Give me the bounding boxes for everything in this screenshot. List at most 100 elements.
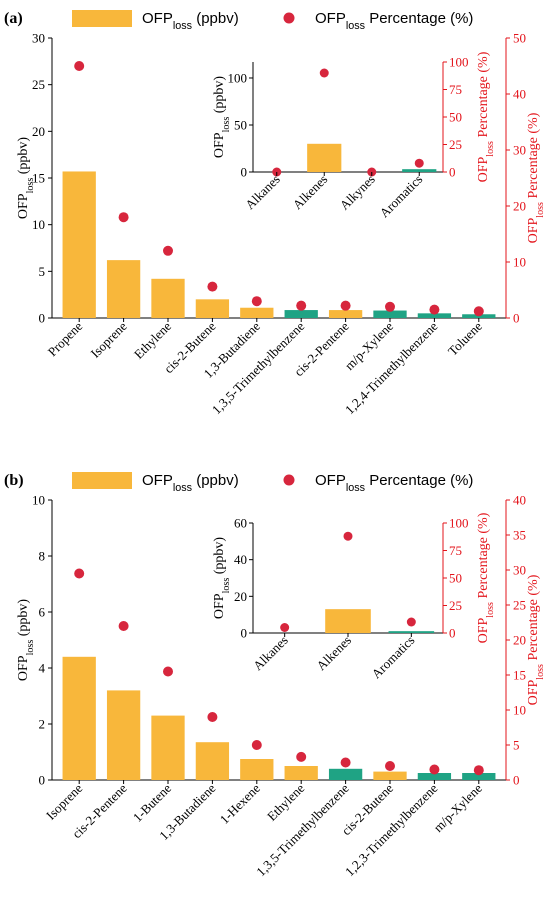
- bar: [284, 310, 318, 318]
- inset-chart: 0 20 40 60 0 25 50 75 100 OFPloss (ppbv) OFPloss P…: [212, 512, 496, 681]
- y2-tick-label: 15: [513, 668, 526, 683]
- y2-tick-label: 5: [513, 738, 520, 753]
- bar: [328, 768, 363, 780]
- y-tick-label: 6: [39, 605, 46, 620]
- legend-dot-swatch: [283, 474, 295, 486]
- bar: [62, 656, 96, 780]
- inset-y-tick-label: 60: [234, 516, 247, 531]
- y-tick-label: 15: [32, 171, 45, 186]
- legend: OFPloss (ppbv) OFPloss Percentage (%): [72, 472, 473, 494]
- inset-y-tick-label: 50: [234, 117, 247, 132]
- percent-point: [207, 281, 218, 292]
- percent-point: [429, 764, 440, 775]
- x-tick-label: Isoprene: [87, 318, 129, 360]
- x-tick-label: Toluene: [445, 318, 485, 358]
- y2-tick-label: 50: [513, 31, 526, 46]
- y-tick-label: 4: [39, 661, 46, 676]
- inset-percent-point: [343, 531, 353, 541]
- y2-tick-label: 40: [513, 493, 526, 508]
- legend-dot-swatch: [283, 12, 295, 24]
- inset-y2-tick-label: 0: [449, 165, 456, 180]
- inset-y-tick-label: 0: [241, 626, 248, 641]
- inset-y2-tick-label: 0: [449, 626, 456, 641]
- inset-bar: [388, 631, 435, 633]
- y2-axis-title: OFPloss Percentage (%): [526, 574, 546, 705]
- bar: [106, 260, 141, 318]
- bar: [373, 771, 407, 780]
- percent-point: [74, 568, 85, 579]
- legend-bar-swatch: [72, 472, 132, 489]
- inset-x-tick-label: Aromatics: [369, 633, 418, 682]
- y-tick-label: 10: [32, 217, 45, 232]
- y-tick-label: 8: [39, 549, 46, 564]
- percent-point: [163, 666, 173, 677]
- percent-point: [296, 751, 307, 762]
- percent-point: [385, 301, 395, 312]
- y-tick-label: 25: [32, 77, 45, 92]
- inset-y2-tick-label: 75: [449, 543, 462, 558]
- y2-tick-label: 25: [513, 598, 526, 613]
- x-tick-label: 1-Butene: [130, 780, 174, 824]
- bar: [284, 766, 318, 780]
- y2-tick-label: 0: [513, 773, 520, 788]
- inset-x-tick-label: Aromatics: [376, 172, 425, 221]
- bar: [240, 307, 274, 318]
- y-tick-label: 0: [39, 773, 46, 788]
- y-tick-label: 5: [39, 264, 46, 279]
- bar: [462, 773, 496, 780]
- legend-bar-label: OFPloss (ppbv): [142, 10, 239, 32]
- percent-point: [385, 761, 395, 771]
- inset-y-tick-label: 100: [228, 70, 248, 85]
- legend: OFPloss (ppbv) OFPloss Percentage (%): [72, 10, 473, 32]
- inset-x-tick-label: Alkenes: [313, 633, 354, 674]
- percent-point: [251, 296, 262, 307]
- x-tick-label: Propene: [45, 318, 86, 359]
- bar: [240, 759, 274, 780]
- inset-x-tick-label: Alkenes: [290, 172, 331, 213]
- y2-tick-label: 10: [513, 255, 526, 270]
- y-tick-label: 0: [39, 311, 46, 326]
- percent-point: [473, 306, 484, 317]
- inset-percent-point: [414, 158, 424, 168]
- percent-point: [296, 300, 307, 311]
- percent-point: [163, 245, 173, 256]
- inset-y2-tick-label: 25: [449, 598, 462, 613]
- inset-y2-tick-label: 50: [449, 571, 462, 586]
- y-tick-label: 20: [32, 124, 45, 139]
- bar: [417, 313, 452, 318]
- inset-y2-tick-label: 100: [449, 55, 469, 70]
- y2-tick-label: 10: [513, 703, 526, 718]
- inset-percent-point: [280, 623, 290, 632]
- y2-tick-label: 35: [513, 528, 526, 543]
- inset-y2-tick-label: 25: [449, 137, 462, 152]
- y-tick-label: 30: [32, 31, 45, 46]
- inset-percent-point: [406, 617, 416, 627]
- percent-point: [429, 304, 440, 315]
- inset-y-axis-title: OFPloss (ppbv): [212, 537, 232, 620]
- bar: [151, 715, 185, 780]
- inset-bar: [325, 609, 371, 633]
- inset-y-axis-title: OFPloss (ppbv): [212, 76, 232, 159]
- bar: [195, 742, 230, 780]
- inset-y2-tick-label: 75: [449, 82, 462, 97]
- inset-y-tick-label: 20: [234, 589, 247, 604]
- percent-point: [118, 212, 129, 223]
- inset-x-tick-label: Alkynes: [337, 172, 378, 213]
- percent-point: [118, 621, 129, 631]
- bar: [195, 299, 230, 318]
- bar: [151, 278, 185, 318]
- y-axis-title: OFPloss (ppbv): [16, 599, 36, 682]
- bar: [417, 773, 452, 780]
- bar: [328, 310, 363, 318]
- inset-y2-tick-label: 50: [449, 110, 462, 125]
- inset-y2-axis-title: OFPloss Percentage (%): [476, 51, 496, 182]
- inset-x-tick-label: Alkanes: [250, 633, 291, 674]
- inset-y2-tick-label: 100: [449, 516, 469, 531]
- y2-axis-title: OFPloss Percentage (%): [526, 112, 546, 243]
- inset-y-tick-label: 40: [234, 552, 247, 567]
- percent-point: [340, 300, 351, 311]
- percent-point: [473, 765, 484, 776]
